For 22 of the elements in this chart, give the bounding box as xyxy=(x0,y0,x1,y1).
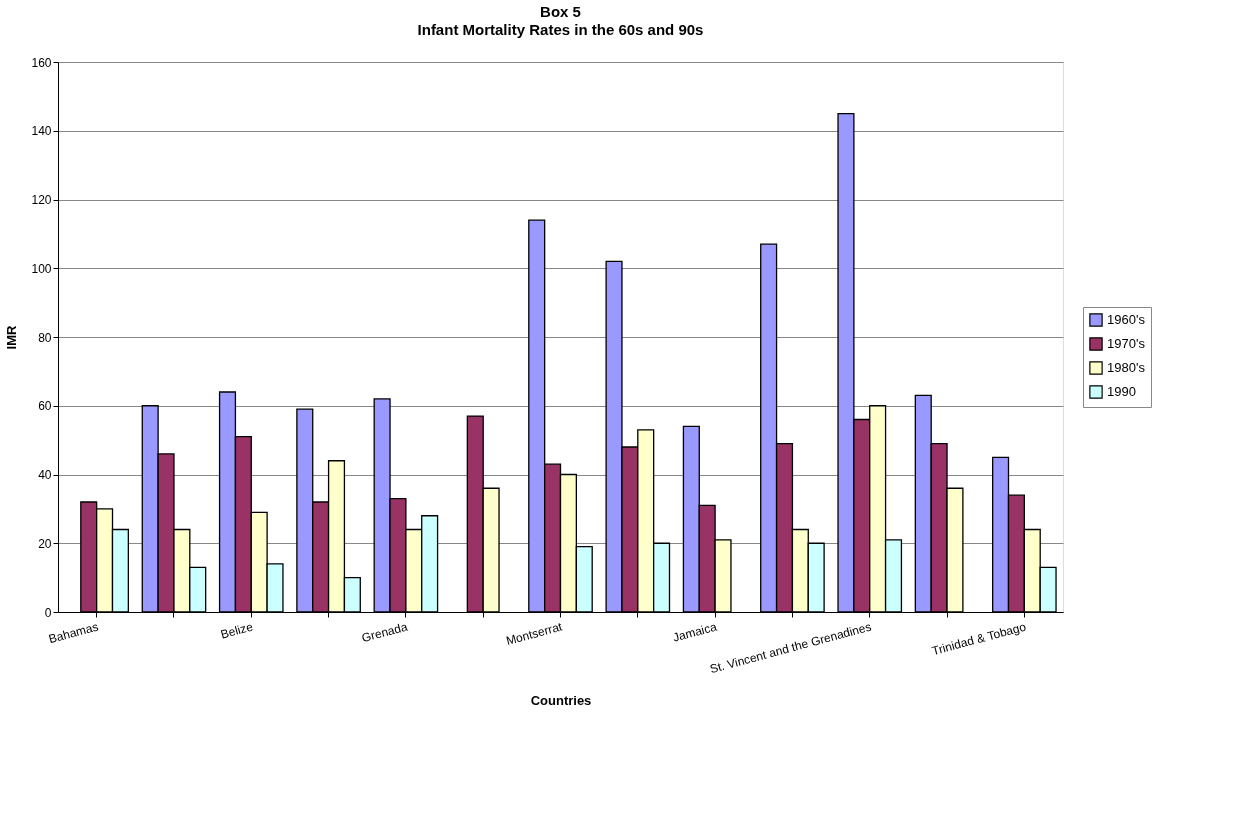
y-tick-label: 100 xyxy=(31,261,52,276)
x-axis-title: Countries xyxy=(530,693,592,709)
x-tick-label: Bahamas xyxy=(47,619,100,647)
legend-label: 1970's xyxy=(1107,336,1146,351)
y-tick-label: 20 xyxy=(38,536,52,551)
y-tick-label: 120 xyxy=(31,193,52,207)
x-tick-label: Grenada xyxy=(360,619,410,646)
y-axis-title: IMR xyxy=(4,324,20,350)
legend-label: 1990 xyxy=(1107,384,1136,399)
x-tick-label: Jamaica xyxy=(671,619,719,645)
chart-title: Box 5 xyxy=(540,3,581,20)
chart-subtitle: Infant Mortality Rates in the 60s and 90s xyxy=(417,21,704,38)
y-tick-label: 80 xyxy=(38,330,52,345)
legend-label: 1960's xyxy=(1107,312,1146,327)
y-tick-label: 140 xyxy=(31,124,52,139)
y-tick-label: 60 xyxy=(38,399,52,414)
y-tick-label: 40 xyxy=(38,468,52,482)
x-tick-label: Trinidad & Tobago xyxy=(930,619,1028,659)
x-tick-label: Belize xyxy=(219,619,255,642)
y-tick-label: 160 xyxy=(31,55,52,70)
y-tick-label: 0 xyxy=(44,605,52,620)
legend-label: 1980's xyxy=(1107,360,1146,375)
